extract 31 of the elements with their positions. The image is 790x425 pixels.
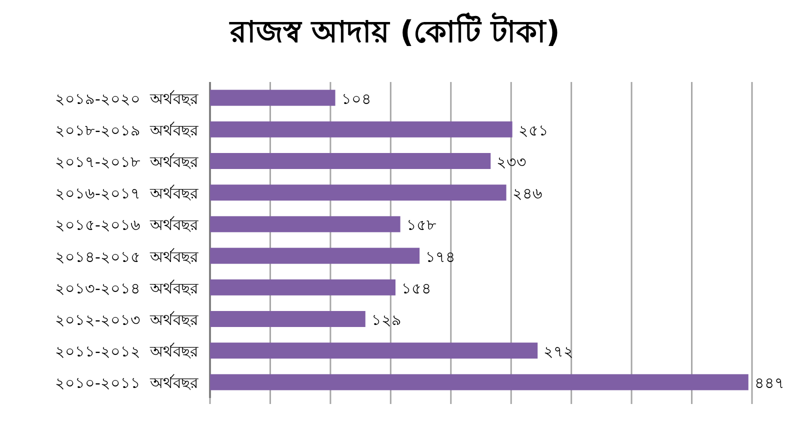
y-tick-label: ২০১৬-২০১৭ অর্থবছর [55,184,199,203]
y-tick-label: ২০১৭-২০১৮ অর্থবছর [55,153,199,171]
y-tick-label: ২০১৯-২০২০ অর্থবছর [55,90,199,108]
data-label: ১২৯ [371,311,402,329]
y-tick-label: ২০১০-২০১১ অর্থবছর [55,374,199,392]
y-tick-label: ২০১৩-২০১৪ অর্থবছর [55,279,199,298]
bar [210,248,420,264]
data-label: ১০৪ [341,90,372,108]
bar [210,184,506,201]
data-label: ১৭৪ [426,248,456,266]
y-tick-label: ২০১৮-২০১৯ অর্থবছর [55,121,199,140]
data-label: ১৫৪ [401,279,432,298]
bar [210,279,396,296]
bar [210,153,491,169]
bar [210,342,538,359]
bar [210,311,366,327]
y-tick-label: ২০১১-২০১২ অর্থবছর [55,342,199,361]
bar [210,216,400,232]
bar [210,90,336,106]
bar [210,121,512,138]
data-label: ২৫১ [518,121,548,140]
data-label: ২৪৬ [512,184,542,203]
y-tick-label: ২০১৫-২০১৬ অর্থবছর [55,216,199,234]
data-label: ২৭২ [544,342,574,361]
data-label: ১৫৮ [406,216,436,234]
y-tick-label: ২০১২-২০১৩ অর্থবছর [55,311,199,329]
data-label: ৪৪৭ [754,374,784,392]
y-tick-label: ২০১৪-২০১৫ অর্থবছর [55,248,199,266]
chart-title: রাজস্ব আদায় (কোটি টাকা) [229,12,560,50]
bar [210,374,748,390]
data-label: ২৩৩ [496,153,527,171]
